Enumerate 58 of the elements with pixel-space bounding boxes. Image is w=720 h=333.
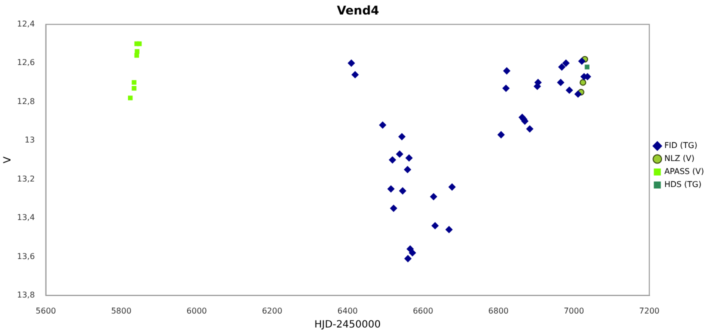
x-tick-label: 5600 — [36, 306, 56, 316]
point — [348, 60, 355, 67]
point — [578, 58, 586, 65]
y-tick-label: 13,4 — [17, 213, 35, 222]
legend-label: FID (TG) — [664, 141, 698, 150]
x-tick-label: 5800 — [111, 306, 132, 316]
x-axis-title: HJD-2450000 — [314, 320, 381, 331]
x-tick-label: 7000 — [564, 306, 584, 316]
legend-label: APASS (V) — [664, 167, 704, 176]
y-tick-label: 13,2 — [17, 174, 35, 184]
y-tick-label: 13 — [24, 136, 35, 145]
point — [388, 156, 396, 164]
point — [408, 249, 416, 256]
point — [137, 41, 142, 46]
legend-label: NLZ (V) — [664, 154, 695, 164]
point — [128, 96, 133, 100]
point — [398, 133, 406, 140]
y-tick-label: 12,6 — [17, 58, 35, 68]
point — [432, 222, 439, 230]
point — [448, 184, 456, 190]
point — [498, 131, 505, 138]
point — [406, 154, 413, 162]
point — [584, 64, 590, 70]
x-tick-label: 6600 — [412, 306, 434, 316]
x-tick-label: 6400 — [337, 306, 358, 316]
point — [132, 80, 136, 85]
point — [404, 255, 412, 262]
x-tick-label: 7200 — [639, 306, 660, 316]
point — [352, 71, 359, 78]
point — [404, 166, 412, 174]
x-tick-label: 6000 — [186, 306, 207, 316]
legend-label: HDS (TG) — [664, 180, 702, 190]
point — [132, 86, 136, 91]
point — [502, 84, 510, 92]
point — [503, 67, 510, 74]
y-tick-label: 13,6 — [17, 252, 35, 261]
point — [399, 187, 406, 194]
point — [557, 78, 564, 86]
point — [574, 90, 582, 98]
point — [558, 63, 566, 70]
y-tick-label: 12,8 — [17, 96, 35, 106]
point — [379, 122, 386, 129]
chart-title: Vend4 — [336, 3, 380, 18]
y-axis-title: V — [2, 156, 14, 164]
point — [396, 150, 404, 158]
y-tick-label: 13,8 — [17, 290, 35, 300]
point — [387, 185, 394, 192]
point — [580, 79, 586, 86]
point — [134, 53, 140, 58]
y-tick-label: 12,4 — [17, 19, 35, 28]
point — [430, 193, 438, 200]
point — [562, 60, 570, 67]
point — [390, 204, 398, 212]
x-tick-label: 6200 — [262, 306, 282, 316]
point — [566, 86, 573, 94]
x-tick-label: 6800 — [488, 306, 509, 316]
point — [446, 226, 453, 234]
point — [526, 125, 534, 132]
